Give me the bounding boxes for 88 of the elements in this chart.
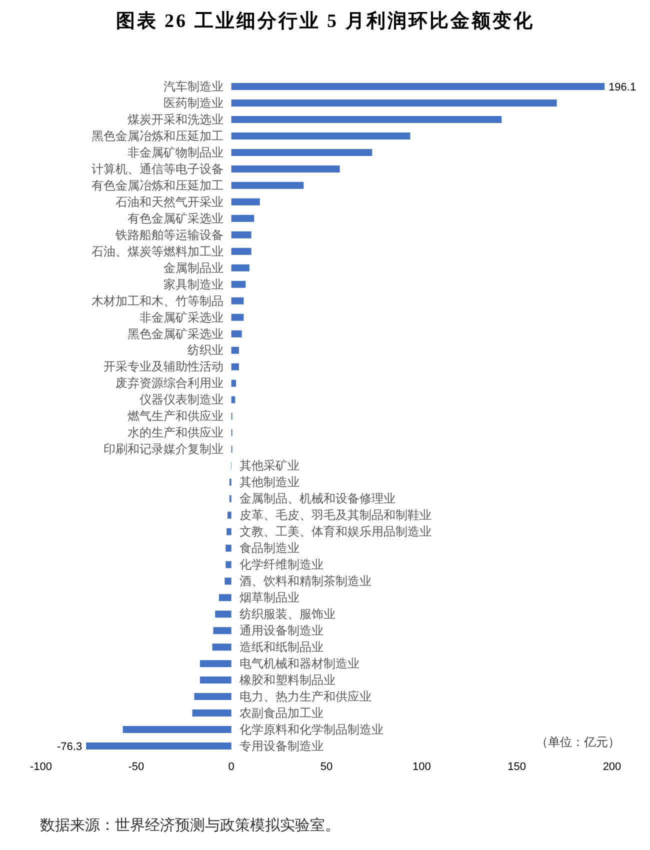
bar xyxy=(218,594,232,602)
bar xyxy=(228,512,232,519)
y-tick-label: 有色金属矿采选业 xyxy=(127,211,224,226)
y-tick-label: 黑色金属冶炼和压延加工 xyxy=(91,128,224,143)
x-tick-label: 50 xyxy=(320,760,333,773)
y-tick-label: 金属制品、机械和设备修理业 xyxy=(239,492,396,506)
y-tick-label: 皮革、毛皮、羽毛及其制品和制鞋业 xyxy=(239,508,432,522)
bar xyxy=(192,710,232,717)
y-tick-label: 黑色金属矿采选业 xyxy=(127,326,224,341)
y-tick-label: 文教、工美、体育和娱乐用品制造业 xyxy=(239,524,432,539)
bar xyxy=(231,132,410,140)
bar xyxy=(194,693,232,700)
y-tick-label: 废弃资源综合利用业 xyxy=(115,376,224,390)
y-tick-label: 食品制造业 xyxy=(239,541,300,556)
x-tick-label: 0 xyxy=(228,760,234,773)
bar xyxy=(231,264,250,272)
y-tick-label: 农副食品加工业 xyxy=(239,706,324,720)
data-label: -76.3 xyxy=(57,740,82,753)
y-tick-label: 非金属矿物制品业 xyxy=(127,145,224,160)
bar xyxy=(231,330,242,338)
data-label: 196.1 xyxy=(608,81,636,94)
bar xyxy=(231,297,244,304)
bar xyxy=(231,363,239,370)
y-tick-label: 电气机械和器材制造业 xyxy=(239,656,360,671)
y-tick-label: 电力、热力生产和供应业 xyxy=(239,689,372,704)
bar xyxy=(231,83,605,90)
annotation: （单位：亿元） xyxy=(536,734,620,751)
bar xyxy=(231,182,304,189)
y-tick-label: 有色金属冶炼和压延加工 xyxy=(91,178,224,192)
x-tick-label: 200 xyxy=(602,760,622,773)
y-tick-label: 木材加工和木、竹等制品 xyxy=(91,294,224,308)
x-tick-label: 100 xyxy=(412,760,431,773)
bar xyxy=(231,396,236,404)
y-tick-label: 化学纤维制造业 xyxy=(239,558,324,572)
x-tick-label: -100 xyxy=(30,760,52,773)
y-tick-label: 家具制造业 xyxy=(163,277,224,292)
y-tick-label: 专用设备制造业 xyxy=(239,738,324,753)
bar xyxy=(231,346,239,354)
bar xyxy=(226,528,232,536)
y-tick-label: 烟草制品业 xyxy=(239,590,300,605)
y-tick-label: 其他采矿业 xyxy=(239,458,300,473)
y-tick-label: 开采专业及辅助性活动 xyxy=(103,360,224,374)
bar xyxy=(231,148,372,156)
y-tick-label: 水的生产和供应业 xyxy=(127,426,224,440)
y-tick-label: 石油、煤炭等燃料加工业 xyxy=(91,244,224,258)
y-tick-label: 铁路船舶等运输设备 xyxy=(114,228,224,242)
y-tick-label: 造纸和纸制品业 xyxy=(239,640,324,654)
y-tick-label: 燃气生产和供应业 xyxy=(127,409,224,424)
y-tick-label: 酒、饮料和精制茶制造业 xyxy=(239,574,372,588)
x-tick-label: 150 xyxy=(508,760,526,773)
bar xyxy=(231,231,252,238)
bar xyxy=(224,578,232,585)
chart-title: 图表 26 工业细分行业 5 月利润环比金额变化 xyxy=(114,10,536,34)
bar xyxy=(215,610,232,618)
bar xyxy=(226,544,232,552)
bar xyxy=(226,561,232,568)
bar xyxy=(231,280,246,288)
y-tick-label: 纺织服装、服饰业 xyxy=(239,607,336,622)
source-note: 数据来源：世界经济预测与政策模拟实验室。 xyxy=(40,816,340,835)
y-tick-label: 通用设备制造业 xyxy=(239,624,324,638)
bar xyxy=(200,676,232,684)
bar xyxy=(212,644,232,651)
y-tick-label: 煤炭开采和洗选业 xyxy=(127,112,224,126)
bar xyxy=(231,116,502,123)
bar xyxy=(200,660,232,668)
y-tick-label: 印刷和记录媒介复制业 xyxy=(103,442,224,456)
bar xyxy=(231,248,252,255)
y-tick-label: 仪器仪表制造业 xyxy=(139,392,224,407)
bar xyxy=(231,99,557,106)
bar xyxy=(213,627,232,634)
bar xyxy=(231,380,236,387)
y-tick-label: 非金属矿采选业 xyxy=(139,310,224,324)
y-tick-label: 橡胶和塑料制品业 xyxy=(239,673,336,688)
y-tick-label: 纺织业 xyxy=(187,343,224,358)
x-tick-label: -50 xyxy=(128,760,144,773)
y-tick-label: 金属制品业 xyxy=(163,260,224,275)
y-tick-label: 计算机、通信等电子设备 xyxy=(91,162,224,176)
bar xyxy=(231,198,260,206)
y-tick-label: 其他制造业 xyxy=(239,475,300,490)
bar xyxy=(231,314,244,321)
bar xyxy=(86,742,232,750)
y-tick-label: 汽车制造业 xyxy=(163,79,224,94)
bar xyxy=(122,726,232,734)
y-tick-label: 医药制造业 xyxy=(163,96,224,110)
y-tick-label: 化学原料和化学制品制造业 xyxy=(239,722,384,736)
bar xyxy=(231,165,340,172)
bar xyxy=(231,214,254,222)
y-tick-label: 石油和天然气开采业 xyxy=(115,194,224,209)
